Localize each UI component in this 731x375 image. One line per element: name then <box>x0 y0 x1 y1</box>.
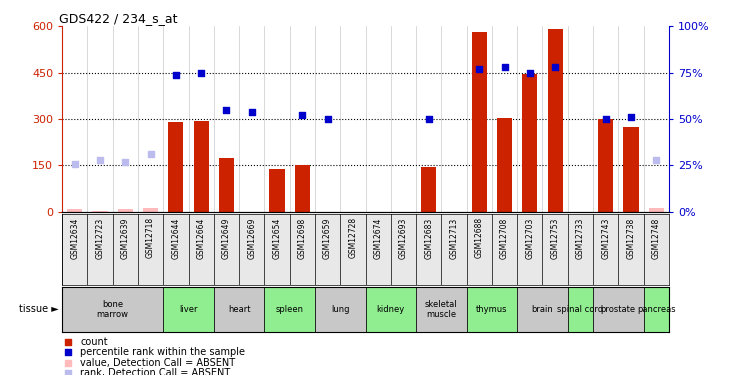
Text: GSM12683: GSM12683 <box>424 217 433 259</box>
Point <box>246 109 257 115</box>
Point <box>297 112 308 118</box>
Text: GSM12688: GSM12688 <box>474 217 484 258</box>
Text: GSM12698: GSM12698 <box>298 217 307 259</box>
Bar <box>118 209 133 212</box>
Text: GSM12634: GSM12634 <box>70 217 79 259</box>
Point <box>524 70 536 76</box>
Point <box>170 72 182 78</box>
Bar <box>624 127 638 212</box>
Bar <box>92 211 107 212</box>
Point <box>145 152 156 157</box>
Text: GSM12649: GSM12649 <box>222 217 231 259</box>
Bar <box>643 287 669 332</box>
Bar <box>518 287 568 332</box>
Text: GSM12703: GSM12703 <box>526 217 534 259</box>
Text: spinal cord: spinal cord <box>557 305 604 314</box>
Bar <box>143 208 158 212</box>
Bar <box>471 33 487 212</box>
Bar <box>497 117 512 212</box>
Text: skeletal
muscle: skeletal muscle <box>425 300 458 319</box>
Bar <box>466 287 518 332</box>
Point <box>423 116 434 122</box>
Point <box>474 66 485 72</box>
Point <box>62 350 74 355</box>
Text: tissue ►: tissue ► <box>19 304 58 314</box>
Text: thymus: thymus <box>476 305 507 314</box>
Point <box>651 157 662 163</box>
Bar <box>62 287 163 332</box>
Text: percentile rank within the sample: percentile rank within the sample <box>80 347 246 357</box>
Text: pancreas: pancreas <box>637 305 675 314</box>
Text: bone
marrow: bone marrow <box>96 300 129 319</box>
Text: GSM12639: GSM12639 <box>121 217 130 259</box>
Text: count: count <box>80 337 108 347</box>
Text: GSM12713: GSM12713 <box>450 217 458 259</box>
Point <box>221 107 232 113</box>
Bar <box>315 287 366 332</box>
Point <box>195 70 207 76</box>
Text: GSM12723: GSM12723 <box>96 217 105 259</box>
Point <box>625 114 637 120</box>
Text: GSM12659: GSM12659 <box>323 217 332 259</box>
Bar <box>194 121 209 212</box>
Text: rank, Detection Call = ABSENT: rank, Detection Call = ABSENT <box>80 368 230 375</box>
Bar <box>213 287 265 332</box>
Text: heart: heart <box>228 305 250 314</box>
Text: prostate: prostate <box>601 305 636 314</box>
Text: brain: brain <box>531 305 553 314</box>
Bar <box>163 287 213 332</box>
Point <box>549 64 561 70</box>
Text: GSM12708: GSM12708 <box>500 217 509 259</box>
Text: GSM12664: GSM12664 <box>197 217 205 259</box>
Bar <box>295 165 310 212</box>
Text: GSM12654: GSM12654 <box>273 217 281 259</box>
Text: GSM12738: GSM12738 <box>626 217 635 259</box>
Point <box>62 360 74 366</box>
Bar <box>416 287 466 332</box>
Bar <box>421 167 436 212</box>
Point <box>119 159 131 165</box>
Text: GSM12748: GSM12748 <box>652 217 661 259</box>
Text: GSM12728: GSM12728 <box>349 217 357 258</box>
Bar <box>168 122 183 212</box>
Text: GSM12693: GSM12693 <box>399 217 408 259</box>
Text: value, Detection Call = ABSENT: value, Detection Call = ABSENT <box>80 358 235 368</box>
Text: lung: lung <box>331 305 349 314</box>
Bar <box>648 208 664 212</box>
Bar <box>219 158 234 212</box>
Bar <box>522 74 537 212</box>
Text: kidney: kidney <box>376 305 405 314</box>
Text: GSM12669: GSM12669 <box>247 217 257 259</box>
Text: liver: liver <box>179 305 198 314</box>
Point <box>94 157 106 163</box>
Bar <box>548 29 563 212</box>
Bar <box>593 287 643 332</box>
Bar <box>265 287 315 332</box>
Text: GSM12718: GSM12718 <box>146 217 155 258</box>
Point <box>499 64 510 70</box>
Text: GSM12753: GSM12753 <box>550 217 560 259</box>
Bar <box>568 287 593 332</box>
Bar <box>67 209 83 212</box>
Point <box>322 116 333 122</box>
Point <box>69 160 80 166</box>
Text: GDS422 / 234_s_at: GDS422 / 234_s_at <box>59 12 178 25</box>
Point <box>600 116 612 122</box>
Point <box>62 339 74 345</box>
Bar <box>366 287 416 332</box>
Text: GSM12733: GSM12733 <box>576 217 585 259</box>
Bar <box>270 169 284 212</box>
Point <box>62 370 74 375</box>
Text: GSM12644: GSM12644 <box>171 217 181 259</box>
Text: GSM12674: GSM12674 <box>374 217 382 259</box>
Text: spleen: spleen <box>276 305 303 314</box>
Text: GSM12743: GSM12743 <box>601 217 610 259</box>
Bar <box>598 119 613 212</box>
